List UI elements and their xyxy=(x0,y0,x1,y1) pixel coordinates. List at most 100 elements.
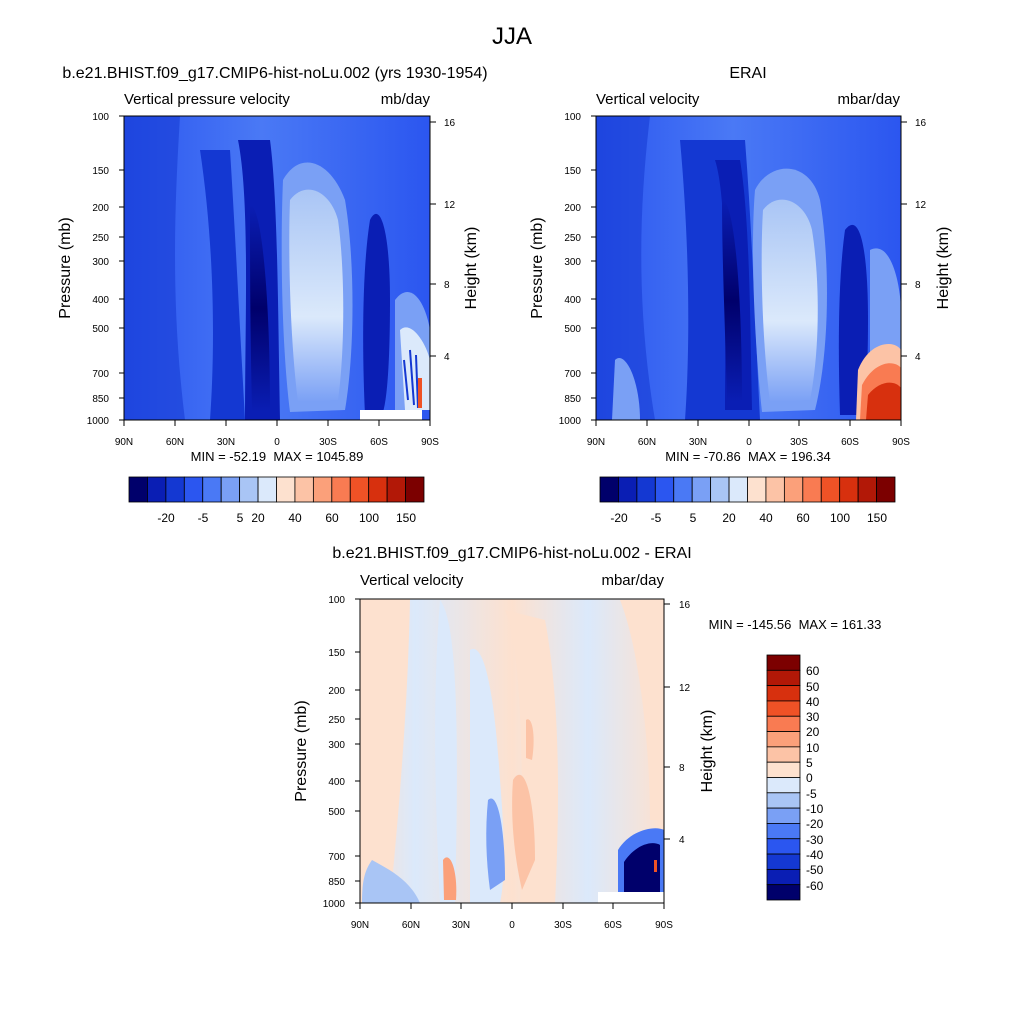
colorbar-swatch xyxy=(765,476,785,503)
panel-model-x-tick-label: 0 xyxy=(274,437,280,448)
panel-model-subtitle-left: Vertical pressure velocity xyxy=(124,91,290,108)
colorbar-label: -5 xyxy=(806,787,817,801)
colorbar-swatch xyxy=(312,476,333,503)
panel-obs-x-ticks xyxy=(595,420,902,426)
colorbar-swatch xyxy=(766,685,801,702)
colorbar-swatch xyxy=(654,476,675,503)
colorbar-swatch xyxy=(766,746,801,763)
panel-diff-y-tick-label: 1000 xyxy=(323,899,346,910)
panel-model-y2-axis: 16 12 8 4 xyxy=(430,118,456,363)
colorbar-label: -30 xyxy=(806,833,824,847)
panel-diff-y-axis: 100 150 200 250 300 400 500 700 850 1000 xyxy=(323,595,360,910)
panel-obs-plot-area xyxy=(595,115,902,421)
panel-obs-y-tick-label: 500 xyxy=(564,324,581,335)
panel-obs-y-tick-label: 700 xyxy=(564,369,581,380)
panel-obs-stats: MIN = -70.86 MAX = 196.34 xyxy=(665,449,830,464)
panel-model-y2-tick-label: 8 xyxy=(444,280,450,291)
panel-model-x-tick-label: 60S xyxy=(370,437,388,448)
colorbar-label: 100 xyxy=(830,511,850,525)
colorbar-swatch xyxy=(636,476,656,503)
panel-diff-y2-tick-label: 16 xyxy=(679,600,691,611)
panel-obs-x-tick-label: 0 xyxy=(746,437,752,448)
colorbar-swatch xyxy=(128,476,148,503)
panel-diff-y-tick-label: 300 xyxy=(328,740,345,751)
colorbar-swatch xyxy=(766,731,801,748)
panel-obs-contour xyxy=(612,358,640,420)
colorbar-swatch xyxy=(183,476,204,503)
colorbar-label: 60 xyxy=(325,511,339,525)
panel-diff-field xyxy=(360,599,664,903)
panel-obs-contour xyxy=(722,200,742,402)
panel-obs-y2-tick-label: 12 xyxy=(915,200,927,211)
panel-model-ylabel: Pressure (mb) xyxy=(57,217,74,318)
panel-diff-y-tick-label: 150 xyxy=(328,648,345,659)
colorbar-swatch xyxy=(766,838,801,855)
panel-model-subtitle-right: mb/day xyxy=(381,91,431,108)
panel-diff-ylabel: Pressure (mb) xyxy=(293,700,310,801)
panel-obs-x-tick-label: 60N xyxy=(638,437,656,448)
panel-model-contour xyxy=(124,116,185,420)
panel-diff: b.e21.BHIST.f09_g17.CMIP6-hist-noLu.002 … xyxy=(293,545,881,931)
panel-diff-colorbar-labels: 60 50 40 30 20 10 5 0 -5 -10 -20 -30 -40… xyxy=(806,664,824,893)
panel-model-y-tick-label: 400 xyxy=(92,295,109,306)
panel-obs-y-tick-label: 200 xyxy=(564,203,581,214)
panel-model-contour xyxy=(289,189,344,402)
colorbar-swatch xyxy=(165,476,185,503)
panel-model-y-tick-label: 300 xyxy=(92,257,109,268)
colorbar-swatch xyxy=(766,715,801,732)
colorbar-label: -60 xyxy=(806,879,824,893)
panel-obs-x-tick-label: 90S xyxy=(892,437,910,448)
panel-diff-x-tick-label: 90N xyxy=(351,920,369,931)
colorbar-swatch xyxy=(802,476,822,503)
panel-obs-y-tick-label: 850 xyxy=(564,394,581,405)
panel-obs-y-tick-label: 1000 xyxy=(559,416,582,427)
panel-diff-y-tick-label: 500 xyxy=(328,807,345,818)
panel-diff-x-axis: 90N 60N 30N 0 30S 60S 90S xyxy=(351,903,673,931)
panel-diff-y-tick-label: 250 xyxy=(328,715,345,726)
colorbar-swatch xyxy=(839,476,859,503)
panel-model-x-axis: 90N 60N 30N 0 30S 60S 90S xyxy=(115,420,439,448)
colorbar-label: 10 xyxy=(806,741,820,755)
panel-obs-ylabel: Pressure (mb) xyxy=(529,217,546,318)
colorbar-swatch xyxy=(766,884,801,901)
colorbar-label: -5 xyxy=(651,511,662,525)
panel-obs-y2-axis: 16 12 8 4 xyxy=(901,118,927,363)
panel-diff-contour xyxy=(443,857,457,900)
colorbar-swatch xyxy=(766,669,801,687)
panel-obs-y2-tick-label: 4 xyxy=(915,352,921,363)
colorbar-swatch xyxy=(147,476,167,503)
panel-model-x-tick-label: 30N xyxy=(217,437,235,448)
panel-obs-x-tick-label: 30N xyxy=(689,437,707,448)
panel-diff-contour xyxy=(486,798,505,890)
colorbar-label: 50 xyxy=(806,680,820,694)
panel-obs: ERAI Vertical velocity mbar/day 100 150 … xyxy=(529,65,952,525)
colorbar-swatch xyxy=(766,807,801,824)
panel-obs-colorbar xyxy=(599,476,896,503)
figure-title: JJA xyxy=(492,23,532,50)
panel-diff-x-tick-label: 60N xyxy=(402,920,420,931)
panel-model-y-tick-label: 500 xyxy=(92,324,109,335)
panel-model-y-tick-label: 100 xyxy=(92,112,109,123)
colorbar-label: 30 xyxy=(806,710,820,724)
colorbar-swatch xyxy=(405,476,425,503)
panel-obs-y-tick-label: 400 xyxy=(564,295,581,306)
panel-model-y-axis: 100 150 200 250 300 400 500 700 850 1000 xyxy=(87,112,124,427)
panel-obs-title: ERAI xyxy=(729,65,766,82)
panel-obs-y-tick-label: 100 xyxy=(564,112,581,123)
panel-model-contour xyxy=(418,378,422,408)
panel-obs-y-tick-label: 150 xyxy=(564,166,581,177)
panel-diff-y-tick-label: 700 xyxy=(328,852,345,863)
colorbar-label: 40 xyxy=(288,511,302,525)
panel-diff-y2-tick-label: 12 xyxy=(679,683,691,694)
panel-model-contour xyxy=(200,150,245,420)
colorbar-label: -20 xyxy=(157,511,175,525)
panel-diff-contour xyxy=(526,719,534,760)
panel-diff-subtitle-right: mbar/day xyxy=(601,572,664,589)
panel-obs-y2-ticks xyxy=(901,121,907,357)
panel-obs-x-tick-label: 30S xyxy=(790,437,808,448)
colorbar-swatch xyxy=(368,476,388,503)
panel-diff-x-tick-label: 90S xyxy=(655,920,673,931)
panel-model-y2-tick-label: 16 xyxy=(444,118,456,129)
colorbar-label: 60 xyxy=(796,511,810,525)
panel-diff-contour xyxy=(620,600,664,820)
